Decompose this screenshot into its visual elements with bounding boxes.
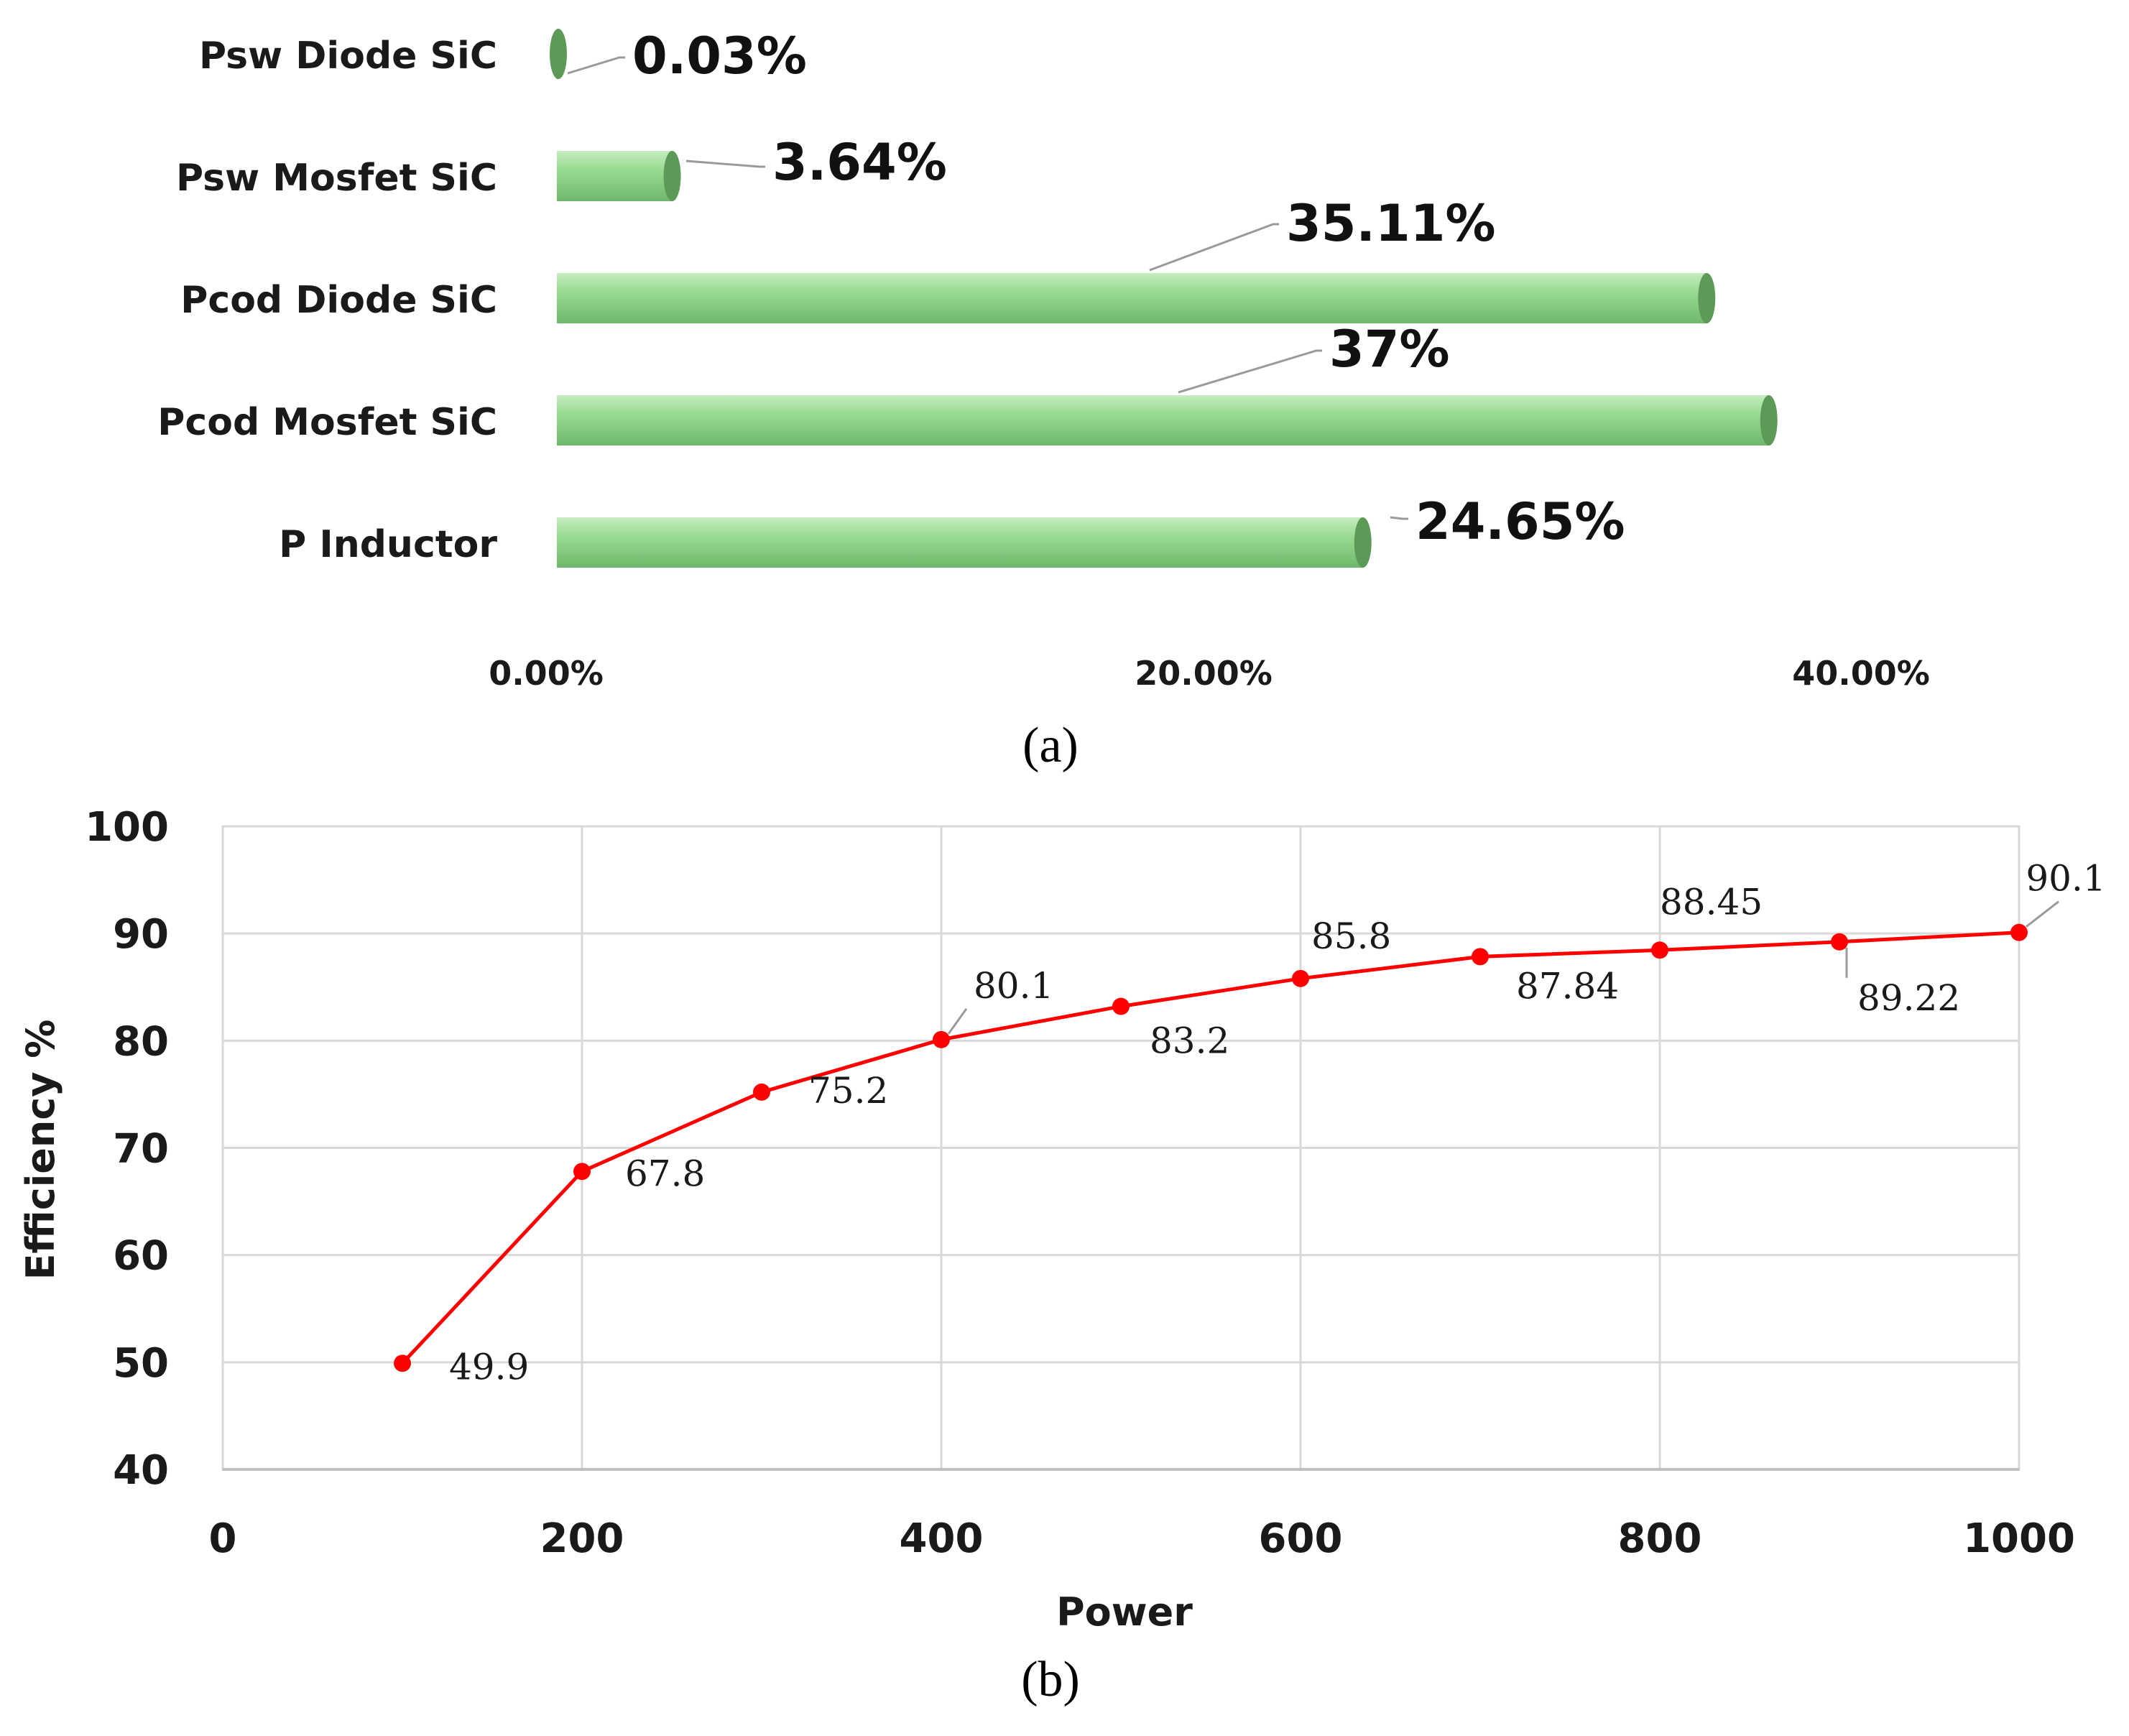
data-point [1472, 948, 1489, 966]
point-label: 90.1 [2026, 858, 2105, 900]
x-tick-label: 40.00% [1792, 654, 1930, 693]
data-label: 37% [1329, 320, 1450, 379]
data-label: 0.03% [632, 27, 807, 86]
point-label: 89.22 [1857, 977, 1960, 1019]
leader-line [1390, 516, 1408, 520]
x-tick-label: 400 [900, 1515, 984, 1562]
point-label: 85.8 [1311, 915, 1391, 957]
x-tick-label: 800 [1618, 1515, 1702, 1562]
leader-line [567, 56, 625, 75]
leader-line [1178, 349, 1322, 394]
y-tick-label: 60 [113, 1233, 169, 1280]
x-tick-label: 20.00% [1135, 654, 1273, 693]
category-label: P Inductor [279, 523, 497, 566]
caption-a: (a) [1022, 718, 1079, 773]
data-point [753, 1083, 770, 1101]
y-tick-label: 50 [113, 1340, 169, 1387]
point-leader-line [947, 1007, 968, 1035]
leader-line [685, 160, 765, 168]
line-chart-b: 40 50 60 70 80 90 100 0 200 400 600 800 1000 49.9 67… [18, 804, 2106, 1707]
data-label: 24.65% [1416, 492, 1625, 551]
category-label: Pcod Diode SiC [180, 279, 497, 322]
bar-end-cap [663, 151, 681, 201]
leader-line [1149, 223, 1279, 272]
data-point [933, 1030, 950, 1048]
x-tick-label: 0.00% [489, 654, 604, 693]
point-label: 88.45 [1660, 881, 1763, 923]
category-label: Psw Diode SiC [199, 34, 497, 78]
bar-end-cap [1698, 273, 1716, 323]
point-label: 49.9 [449, 1346, 529, 1388]
point-label: 75.2 [808, 1070, 888, 1112]
data-point [1292, 969, 1309, 987]
bar [557, 517, 1363, 568]
data-point [1112, 997, 1130, 1015]
category-label: Psw Mosfet SiC [176, 157, 497, 200]
caption-b: (b) [1021, 1652, 1080, 1707]
x-axis-title: Power [1056, 1589, 1193, 1635]
data-point [1831, 933, 1848, 951]
bar-chart-a: Psw Diode SiC Psw Mosfet SiC Pcod Diode Si… [157, 27, 1930, 773]
bar-end-cap [1760, 395, 1778, 445]
y-tick-label: 70 [113, 1126, 169, 1173]
y-axis-title: Efficiency % [18, 1020, 63, 1280]
y-tick-label: 80 [113, 1018, 169, 1065]
point-leader-line [2026, 900, 2059, 928]
data-point [573, 1163, 591, 1181]
y-tick-label: 90 [113, 911, 169, 958]
bar [557, 273, 1707, 323]
x-tick-label: 1000 [1963, 1515, 2075, 1562]
bar-end-cap [550, 29, 567, 79]
point-label: 83.2 [1150, 1020, 1229, 1062]
data-point [1651, 941, 1668, 959]
data-label: 35.11% [1286, 194, 1496, 253]
data-point [394, 1354, 411, 1372]
x-tick-label: 0 [209, 1515, 237, 1562]
bar-end-cap [1354, 517, 1372, 568]
point-label: 67.8 [625, 1153, 705, 1194]
bar [557, 395, 1769, 445]
data-point [2010, 923, 2028, 941]
series-line [401, 931, 2020, 1365]
point-label: 80.1 [974, 965, 1053, 1007]
data-label: 3.64% [772, 133, 947, 192]
bar [557, 151, 673, 201]
y-tick-label: 100 [85, 804, 169, 851]
x-tick-label: 200 [540, 1515, 624, 1562]
point-label: 87.84 [1516, 965, 1619, 1007]
category-label: Pcod Mosfet SiC [157, 401, 497, 444]
x-tick-label: 600 [1259, 1515, 1343, 1562]
y-tick-label: 40 [113, 1447, 169, 1494]
